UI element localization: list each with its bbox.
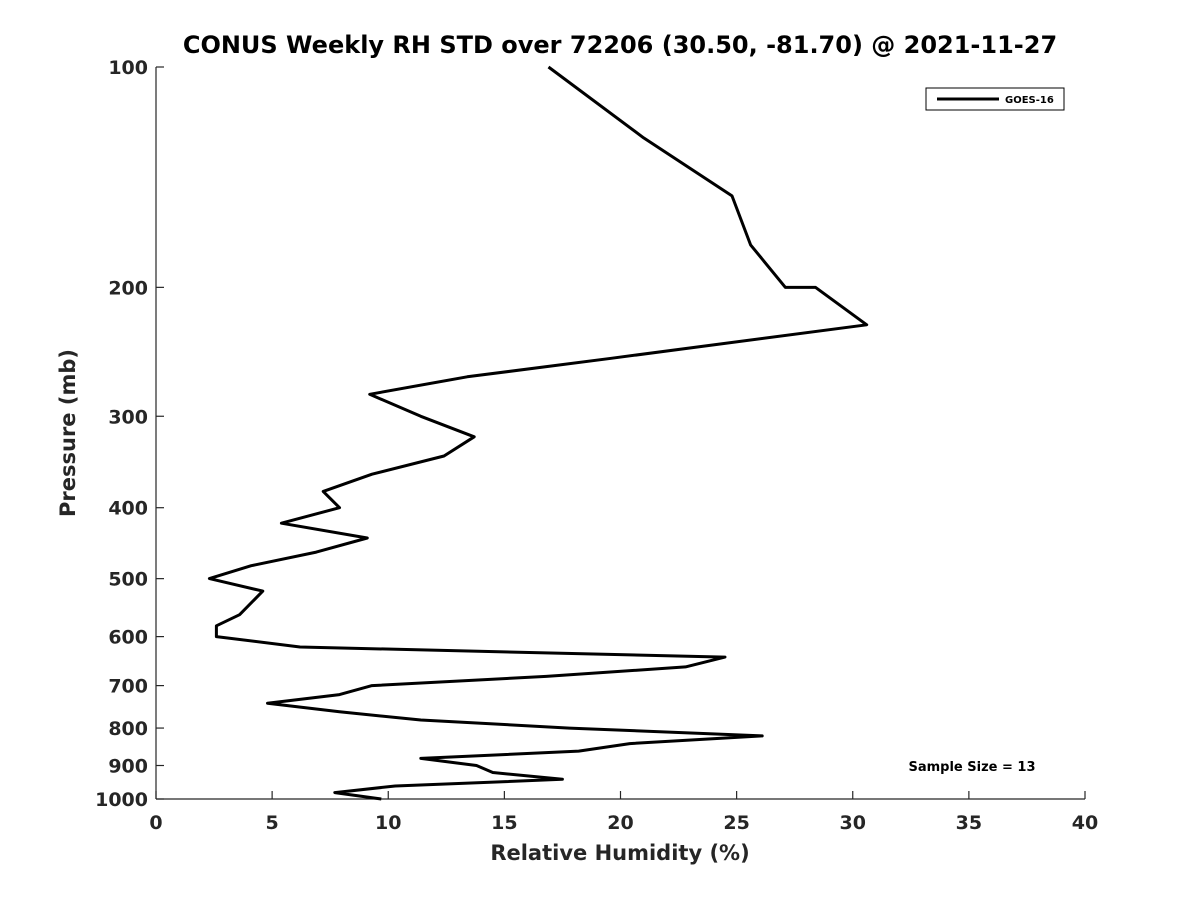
legend-label-goes-16: GOES-16 [1005,95,1054,106]
x-tick-label: 40 [1072,812,1098,834]
y-axis-label: Pressure (mb) [56,349,80,517]
chart-title: CONUS Weekly RH STD over 72206 (30.50, -… [183,31,1057,59]
y-tick-label: 1000 [95,789,148,811]
axes [155,67,1085,800]
series-line-goes-16 [207,65,869,801]
x-tick-label: 15 [491,812,517,834]
x-tick-label: 25 [723,812,749,834]
x-tick-label: 5 [266,812,279,834]
x-tick-label: 0 [149,812,162,834]
x-tick-label: 35 [956,812,982,834]
y-tick-label: 200 [108,277,148,299]
x-tick-label: 10 [375,812,401,834]
y-tick-label: 400 [108,498,148,520]
legend: GOES-16 [925,87,1065,111]
y-tick-label: 100 [108,57,148,79]
x-tick-label: 30 [840,812,866,834]
y-tick-label: 500 [108,569,148,591]
x-tick-label: 20 [607,812,633,834]
y-tick-label: 600 [108,627,148,649]
y-tick-label: 800 [108,718,148,740]
y-tick-label: 700 [108,676,148,698]
series-layer [207,65,869,801]
y-ticks: 100 200 300 400 500 600 700 800 900 1000 [95,57,164,811]
y-tick-label: 300 [108,406,148,428]
x-axis-label: Relative Humidity (%) [490,841,749,865]
sample-size-annotation: Sample Size = 13 [908,760,1035,775]
y-tick-label: 900 [108,756,148,778]
x-ticks: 0 5 10 15 20 25 30 35 40 [149,791,1098,834]
